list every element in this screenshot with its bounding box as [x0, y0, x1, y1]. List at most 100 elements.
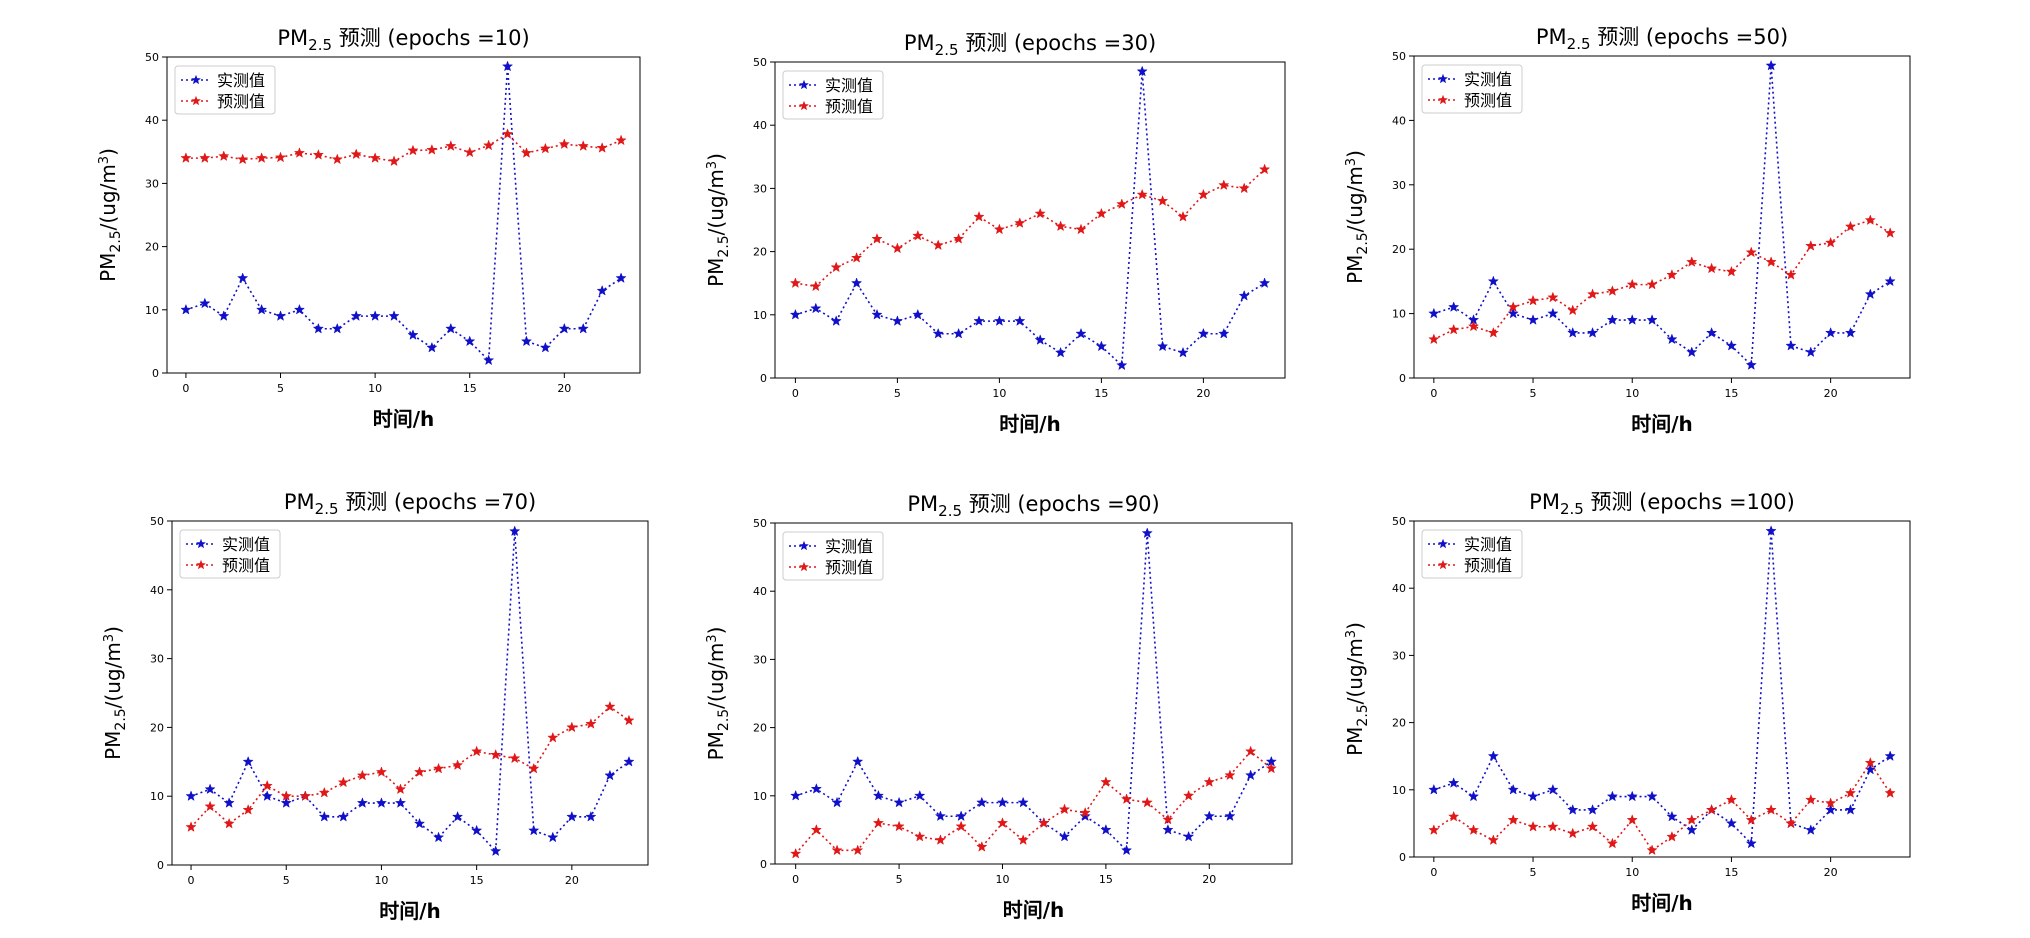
data-point-predicted — [1705, 262, 1718, 274]
data-point-measured — [1095, 340, 1108, 352]
data-point-measured — [891, 315, 904, 326]
x-tick-label: 5 — [894, 387, 901, 400]
data-point-measured — [1825, 804, 1837, 815]
data-point-predicted — [375, 766, 388, 777]
data-point-predicted — [337, 776, 349, 788]
data-point-measured — [1864, 288, 1876, 300]
data-point-measured — [1224, 810, 1236, 822]
x-tick-label: 15 — [1724, 387, 1738, 400]
data-point-predicted — [1646, 844, 1658, 856]
data-point-predicted — [199, 152, 211, 163]
data-point-predicted — [1527, 294, 1539, 306]
chart-title: PM2.5 预测 (epochs =70) — [284, 490, 536, 518]
y-tick-label: 0 — [760, 372, 767, 385]
data-point-measured — [615, 272, 627, 283]
data-point-predicted — [993, 223, 1006, 235]
data-point-predicted — [934, 834, 947, 845]
data-point-measured — [914, 789, 926, 801]
data-point-predicted — [280, 790, 292, 801]
data-point-measured — [1626, 314, 1638, 325]
data-point-predicted — [1626, 814, 1638, 825]
data-point-predicted — [356, 769, 369, 781]
plot-frame — [166, 56, 641, 374]
y-axis-label: PM2.5/(ug/m3) — [1343, 622, 1371, 756]
data-point-predicted — [1258, 163, 1271, 175]
data-point-predicted — [1182, 789, 1195, 801]
data-point-measured — [1197, 327, 1210, 339]
data-point-measured — [337, 810, 349, 822]
data-point-predicted — [1745, 246, 1757, 258]
data-point-measured — [369, 310, 381, 321]
data-point-predicted — [223, 817, 235, 829]
data-point-predicted — [237, 153, 249, 165]
data-point-measured — [426, 341, 438, 353]
data-point-predicted — [596, 142, 608, 153]
data-point-measured — [1136, 65, 1148, 77]
data-point-measured — [180, 303, 192, 315]
x-tick-label: 15 — [470, 874, 484, 887]
x-tick-label: 5 — [283, 874, 290, 887]
data-point-measured — [1075, 327, 1087, 339]
series-line-predicted — [1433, 219, 1891, 341]
x-axis-label: 时间/h — [1631, 891, 1693, 915]
data-point-predicted — [932, 239, 944, 251]
data-point-measured — [1428, 783, 1440, 795]
data-point-measured — [1054, 346, 1067, 358]
y-tick-label: 30 — [753, 182, 767, 195]
data-point-predicted — [509, 752, 521, 764]
data-point-predicted — [1884, 227, 1896, 238]
x-tick-label: 0 — [1430, 387, 1437, 400]
data-point-measured — [596, 284, 608, 296]
data-point-predicted — [413, 766, 426, 777]
data-point-measured — [318, 810, 330, 822]
legend-entry-label: 预测值 — [825, 558, 873, 577]
data-point-measured — [237, 272, 249, 283]
data-point-predicted — [891, 242, 904, 254]
data-point-predicted — [1884, 787, 1896, 798]
data-point-predicted — [1034, 207, 1046, 219]
legend-marker — [195, 538, 207, 549]
data-point-measured — [483, 354, 495, 366]
legend-box — [1421, 64, 1523, 114]
y-tick-label: 40 — [753, 585, 767, 598]
y-tick-label: 40 — [145, 114, 159, 127]
x-tick-label: 0 — [792, 387, 799, 400]
data-point-measured — [1745, 837, 1757, 849]
data-point-predicted — [1705, 804, 1718, 815]
data-point-predicted — [445, 140, 457, 151]
data-point-predicted — [1567, 304, 1579, 316]
data-point-measured — [528, 824, 540, 836]
y-tick-label: 20 — [753, 246, 767, 259]
data-point-measured — [1745, 359, 1757, 370]
y-axis-label: PM2.5/(ug/m3) — [101, 626, 129, 760]
data-point-measured — [1844, 804, 1857, 815]
data-point-measured — [1120, 844, 1133, 856]
data-point-predicted — [1467, 824, 1480, 835]
data-point-measured — [1258, 277, 1271, 288]
legend-marker — [190, 95, 202, 106]
y-tick-label: 10 — [145, 304, 159, 317]
data-point-measured — [604, 769, 616, 781]
legend-entry-label: 实测值 — [1464, 535, 1512, 554]
series-line-predicted — [795, 168, 1266, 288]
legend-marker — [1437, 559, 1449, 570]
data-point-predicted — [871, 233, 883, 244]
data-point-predicted — [1725, 265, 1738, 277]
data-point-measured — [1487, 275, 1499, 287]
data-point-measured — [1646, 314, 1658, 325]
data-point-predicted — [1448, 323, 1460, 335]
y-tick-label: 20 — [145, 241, 159, 254]
series-line-measured — [190, 531, 630, 854]
chart-title: PM2.5 预测 (epochs =10) — [277, 26, 529, 54]
y-tick-label: 50 — [753, 517, 767, 530]
data-point-predicted — [1686, 814, 1698, 825]
data-point-predicted — [1224, 769, 1236, 781]
x-tick-label: 5 — [896, 873, 903, 886]
data-point-predicted — [1017, 834, 1029, 845]
legend-entry-label: 预测值 — [222, 556, 270, 575]
data-point-measured — [1725, 817, 1738, 829]
y-tick-label: 0 — [1399, 851, 1406, 864]
